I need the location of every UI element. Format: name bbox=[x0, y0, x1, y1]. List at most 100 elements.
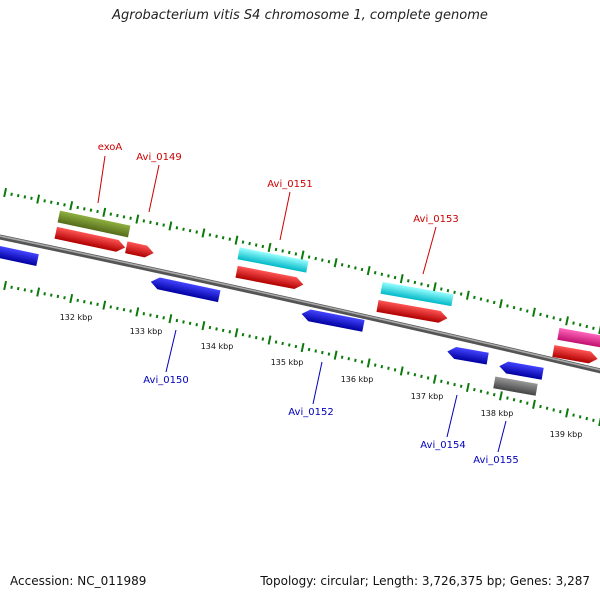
upper-ring-tick bbox=[56, 201, 60, 206]
gene-label-avi-0149[interactable]: Avi_0149 bbox=[136, 152, 181, 163]
lower-ring-tick bbox=[294, 344, 298, 349]
upper-ring-tick bbox=[234, 235, 239, 245]
upper-ring-tick bbox=[446, 288, 450, 293]
feature-magenta[interactable] bbox=[557, 327, 600, 348]
upper-ring-tick bbox=[188, 228, 192, 233]
lower-ring-tick bbox=[465, 382, 470, 393]
feature-avi-0155[interactable] bbox=[493, 376, 538, 396]
upper-ring-tick bbox=[116, 213, 119, 218]
feature-reverse-cds[interactable] bbox=[0, 245, 39, 267]
upper-ring-tick bbox=[36, 194, 41, 204]
upper-ring-tick bbox=[532, 307, 536, 317]
ruler-label-138: 138 kbp bbox=[481, 409, 514, 418]
lower-ring-tick bbox=[16, 286, 20, 291]
upper-tick-ring bbox=[3, 187, 600, 335]
upper-ring-tick bbox=[175, 226, 179, 230]
feature-avi-0152[interactable] bbox=[300, 308, 365, 332]
lower-ring-tick bbox=[96, 302, 99, 307]
feature-forward-cds[interactable] bbox=[54, 226, 127, 253]
lower-ring-tick bbox=[506, 396, 509, 400]
upper-ring-tick bbox=[366, 265, 371, 276]
lower-ring-tick bbox=[406, 371, 410, 375]
lower-ring-tick bbox=[519, 399, 522, 404]
upper-ring-tick bbox=[360, 267, 364, 272]
upper-ring-tick bbox=[578, 323, 582, 327]
gene-label-exoA[interactable]: exoA bbox=[98, 142, 123, 153]
gene-label-avi-0154[interactable]: Avi_0154 bbox=[420, 440, 465, 451]
upper-ring-tick bbox=[96, 209, 99, 214]
upper-ring-tick bbox=[149, 220, 152, 224]
lower-ring-tick bbox=[585, 416, 589, 421]
upper-ring-tick bbox=[195, 230, 199, 234]
lower-ring-tick bbox=[552, 408, 556, 412]
feature-avi-0149[interactable] bbox=[125, 241, 155, 259]
upper-ring-tick bbox=[129, 216, 132, 220]
lower-ring-tick bbox=[287, 343, 291, 347]
lower-ring-tick bbox=[340, 355, 344, 359]
gene-label-avi-0152[interactable]: Avi_0152 bbox=[288, 407, 333, 418]
upper-ring-tick bbox=[109, 212, 113, 216]
feature-avi-0150[interactable] bbox=[150, 276, 221, 303]
feature-avi-0153-cyan[interactable] bbox=[380, 281, 454, 307]
feature-forward-cds[interactable] bbox=[552, 345, 598, 365]
upper-ring-tick bbox=[552, 316, 556, 320]
upper-ring-tick bbox=[413, 280, 417, 285]
upper-ring-tick bbox=[142, 219, 146, 223]
upper-ring-tick bbox=[354, 266, 357, 270]
gene-label-avi-0151[interactable]: Avi_0151 bbox=[267, 179, 312, 190]
feature-avi-0151-cyan[interactable] bbox=[237, 247, 309, 273]
lower-ring-tick bbox=[592, 418, 595, 422]
upper-ring-tick bbox=[261, 244, 265, 249]
lower-ring-tick bbox=[572, 413, 575, 417]
upper-ring-tick bbox=[49, 200, 53, 204]
feature-forward-cds[interactable] bbox=[235, 265, 304, 291]
upper-ring-tick bbox=[16, 193, 20, 198]
lower-ring-tick bbox=[360, 360, 364, 364]
genome-summary-text: Topology: circular; Length: 3,726,375 bp… bbox=[260, 574, 590, 588]
gene-label-avi-0155[interactable]: Avi_0155 bbox=[473, 455, 518, 466]
upper-ring-tick bbox=[63, 203, 66, 207]
lower-ring-tick bbox=[281, 341, 284, 346]
lower-ring-tick bbox=[393, 368, 397, 372]
gene-label-avi-0153[interactable]: Avi_0153 bbox=[413, 214, 458, 225]
upper-ring-tick bbox=[76, 205, 80, 210]
lower-ring-tick bbox=[545, 406, 549, 410]
chromosome-backbone bbox=[0, 234, 600, 374]
lower-ring-tick bbox=[182, 320, 185, 324]
lower-ring-tick bbox=[254, 335, 258, 340]
upper-ring-tick bbox=[426, 284, 430, 288]
ruler-label-137: 137 kbp bbox=[411, 392, 444, 401]
gene-label-avi-0150[interactable]: Avi_0150 bbox=[143, 375, 188, 386]
upper-ring-tick bbox=[287, 250, 291, 255]
upper-ring-tick bbox=[585, 324, 589, 329]
upper-ring-tick bbox=[525, 309, 529, 313]
lower-ring-tick bbox=[23, 288, 27, 292]
feature-avi-0154[interactable] bbox=[446, 346, 489, 365]
upper-ring-tick bbox=[321, 258, 324, 262]
upper-ring-tick bbox=[43, 199, 46, 203]
chromosome-backbone-highlight bbox=[0, 235, 600, 371]
lower-ring-tick bbox=[373, 363, 377, 367]
upper-ring-tick bbox=[499, 299, 503, 309]
upper-ring-tick bbox=[592, 326, 595, 330]
lower-ring-tick bbox=[347, 357, 351, 361]
upper-ring-tick bbox=[492, 300, 496, 305]
feature-exoA[interactable] bbox=[57, 210, 131, 238]
lower-ring-tick bbox=[399, 366, 404, 376]
lower-ring-tick bbox=[69, 293, 74, 304]
lower-tick-ring bbox=[3, 280, 600, 427]
upper-ring-tick bbox=[314, 256, 318, 261]
feature-forward-cds[interactable] bbox=[376, 300, 448, 324]
lower-ring-tick bbox=[459, 384, 463, 388]
lower-ring-tick bbox=[89, 301, 93, 305]
lower-ring-tick bbox=[274, 340, 278, 344]
upper-ring-tick bbox=[486, 299, 489, 303]
lower-ring-tick bbox=[300, 342, 305, 353]
lower-ring-tick bbox=[539, 404, 542, 409]
upper-ring-tick bbox=[89, 208, 93, 212]
feature-reverse-cds[interactable] bbox=[498, 360, 544, 380]
lower-ring-tick bbox=[142, 312, 146, 316]
lower-ring-tick bbox=[525, 401, 529, 405]
lower-ring-tick bbox=[473, 387, 476, 392]
